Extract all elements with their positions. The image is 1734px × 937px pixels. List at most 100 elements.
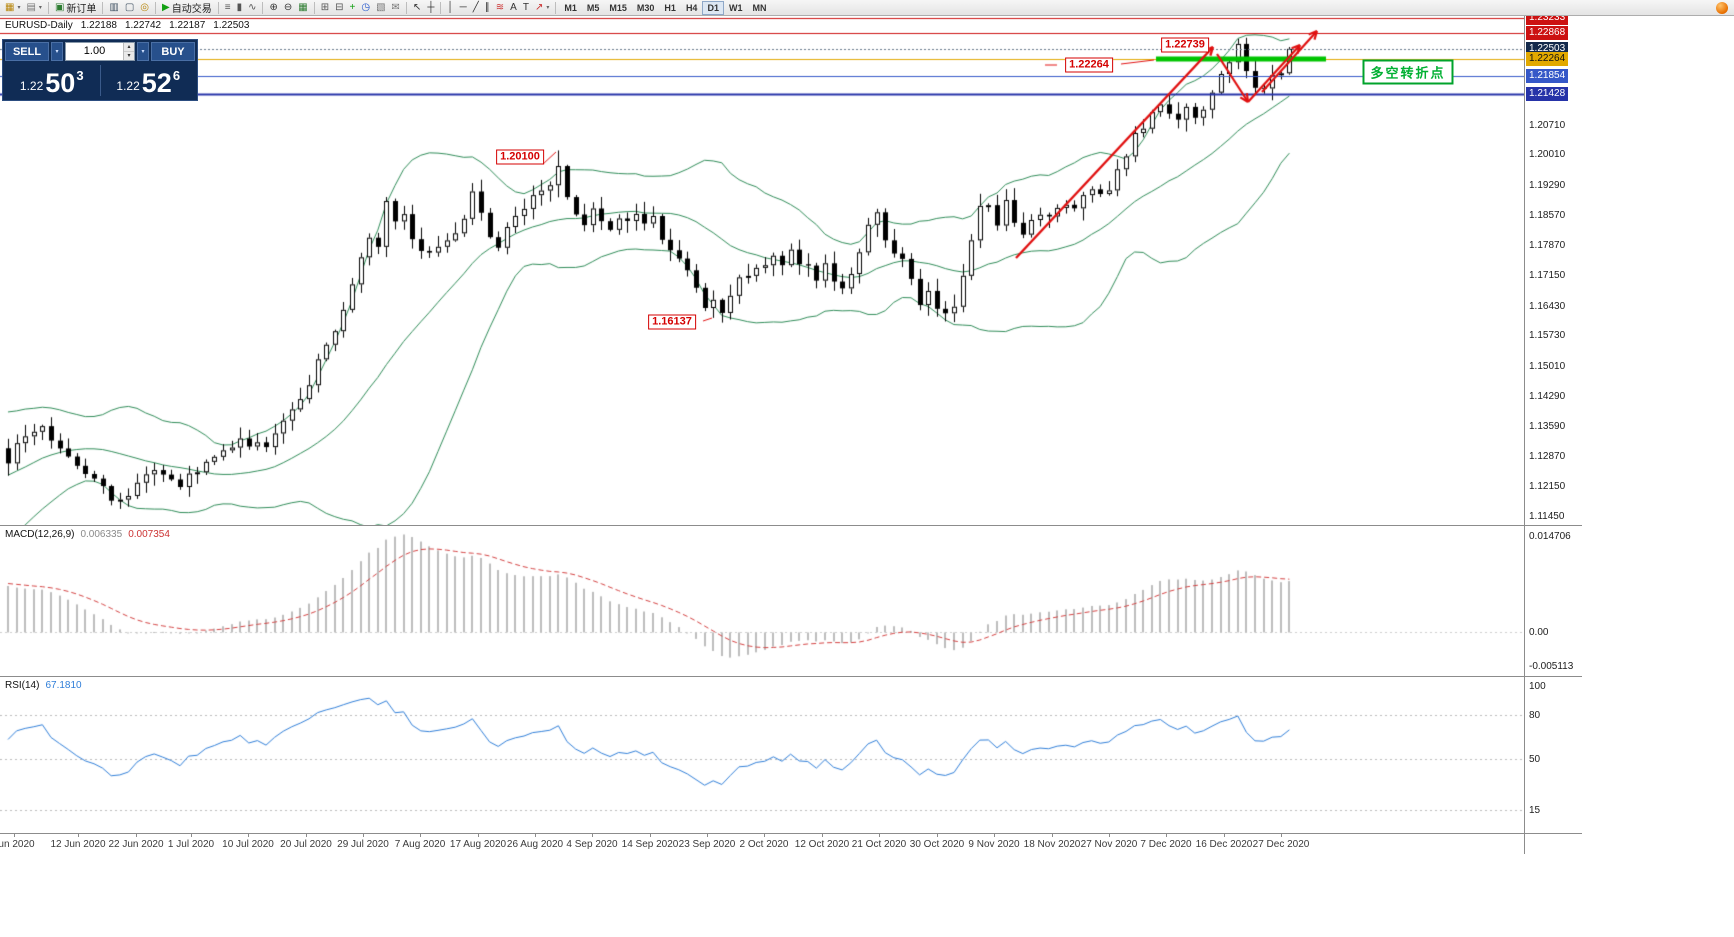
crosshair-button[interactable]: ┼ [424, 1, 437, 15]
timeframe-m15-button[interactable]: M15 [604, 1, 632, 15]
indicators-button[interactable]: + [347, 1, 359, 15]
text-icon: A [510, 1, 517, 13]
chevron-down-icon: ▾ [17, 5, 21, 11]
grid-button[interactable]: ▦ [295, 1, 310, 15]
one-click-trading-panel: SELL ▾ 1.00 ▴ ▾ ▾ BUY 1.22 50 3 1.22 52 [2, 39, 198, 101]
chevron-down-icon: ▾ [55, 49, 59, 55]
zoom-out-button[interactable]: ⊖ [281, 1, 295, 15]
new-order-button[interactable]: ▣ 新订单 [52, 1, 99, 16]
cascade-windows-button[interactable]: ⊟ [332, 1, 346, 15]
rsi-canvas[interactable] [0, 677, 1524, 833]
data-window-button[interactable]: ▢ [122, 1, 137, 15]
timeframe-w1-button[interactable]: W1 [724, 1, 748, 15]
zoom-in-button[interactable]: ⊕ [266, 1, 280, 15]
community-icon[interactable] [1716, 2, 1728, 14]
volume-input[interactable]: 1.00 ▴ ▾ [65, 42, 135, 61]
timeframe-mn-button[interactable]: MN [747, 1, 771, 15]
mailbox-button[interactable]: ✉ [389, 1, 403, 15]
profiles-button[interactable]: ▤ ▾ [23, 1, 44, 15]
time-axis-tick [1109, 834, 1110, 837]
volume-value: 1.00 [83, 45, 106, 57]
candlestick-mode-button[interactable]: ▮ [234, 1, 246, 15]
time-axis-tick [1224, 834, 1225, 837]
price-axis-label: 1.15010 [1529, 360, 1566, 372]
toolbar-separator [405, 1, 407, 14]
horizontal-line-button[interactable]: ─ [457, 1, 470, 15]
text-label-button[interactable]: T [520, 1, 532, 15]
macd-header: MACD(12,26,9) 0.006335 0.007354 [5, 529, 170, 540]
buy-options-dropdown[interactable]: ▾ [137, 42, 149, 61]
volume-down-icon[interactable]: ▾ [124, 52, 134, 60]
toolbar-separator [440, 1, 442, 14]
timeframe-d1-button[interactable]: D1 [702, 0, 724, 15]
buy-price-prefix: 1.22 [116, 79, 140, 93]
price-axis[interactable]: 1.20710 1.20010 1.19290 1.18570 1.17870 1.171… [1524, 11, 1582, 854]
bar-chart-mode-button[interactable]: ≡ [222, 1, 234, 15]
cursor-button[interactable]: ↖ [410, 1, 424, 15]
sell-button[interactable]: SELL [5, 42, 49, 61]
time-axis-label: 30 Oct 2020 [909, 839, 965, 850]
cursor-icon: ↖ [412, 1, 422, 13]
price-annotation[interactable]: 1.22264 [1065, 57, 1113, 73]
price-axis-label: 1.18570 [1529, 210, 1566, 222]
time-axis-tick [879, 834, 880, 837]
text-button[interactable]: A [507, 1, 520, 15]
history-center-button[interactable]: ◎ [137, 1, 152, 15]
profiles-icon: ▤ [26, 1, 36, 13]
time-axis-tick [478, 834, 479, 837]
equidistant-channel-button[interactable]: ∥ [482, 1, 493, 15]
zoom-in-icon: ⊕ [269, 1, 278, 13]
time-axis-tick [1281, 834, 1282, 837]
macd-canvas[interactable] [0, 526, 1524, 676]
time-axis-label: 16 Dec 2020 [1195, 839, 1253, 850]
time-axis-label: 21 Oct 2020 [851, 839, 907, 850]
line-chart-mode-button[interactable]: ∿ [245, 1, 259, 15]
time-axis-tick [592, 834, 593, 837]
buy-button[interactable]: BUY [151, 42, 195, 61]
timeframe-m5-button[interactable]: M5 [582, 1, 605, 15]
volume-stepper[interactable]: ▴ ▾ [123, 43, 134, 60]
time-axis-tick [136, 834, 137, 837]
buy-price[interactable]: 1.22 52 6 [102, 62, 196, 99]
sell-options-dropdown[interactable]: ▾ [51, 42, 63, 61]
price-axis-label: 1.13590 [1529, 420, 1566, 432]
vertical-line-icon: │ [447, 1, 454, 13]
timeframe-toolbar: M1 M5 M15 M30 H1 H4 D1 W1 MN [559, 0, 771, 15]
templates-button[interactable]: ▧ [373, 1, 388, 15]
periods-icon: ◷ [361, 1, 371, 13]
time-axis-tick [14, 834, 15, 837]
new-chart-icon: ▦ [5, 1, 15, 13]
time-axis-label: 12 Oct 2020 [794, 839, 850, 850]
timeframe-h1-button[interactable]: H1 [659, 1, 681, 15]
trendline-button[interactable]: ╱ [470, 1, 482, 15]
price-chart-canvas[interactable] [0, 16, 1524, 525]
auto-trading-button[interactable]: ▶ 自动交易 [159, 1, 215, 16]
market-watch-button[interactable]: ▥ [106, 1, 121, 15]
vertical-line-button[interactable]: │ [444, 1, 456, 15]
price-annotation[interactable]: 1.22739 [1161, 37, 1209, 53]
arrows-tool-button[interactable]: ↗ ▾ [532, 1, 552, 15]
periods-button[interactable]: ◷ [358, 1, 373, 15]
price-axis-label: 1.11450 [1529, 510, 1565, 522]
note-annotation[interactable]: 多空转折点 [1362, 59, 1454, 85]
rsi-indicator-panel: RSI(14) 67.1810 [0, 676, 1524, 833]
new-chart-button[interactable]: ▦ ▾ [2, 1, 23, 15]
fibonacci-button[interactable]: ≋ [493, 1, 507, 15]
buy-price-big: 52 [141, 68, 172, 98]
ohlc-low: 1.22187 [169, 20, 206, 31]
sell-price[interactable]: 1.22 50 3 [5, 62, 99, 99]
price-annotation[interactable]: 1.16137 [648, 314, 696, 330]
time-axis-tick [937, 834, 938, 837]
timeframe-h4-button[interactable]: H4 [681, 1, 703, 15]
price-annotation[interactable]: 1.20100 [496, 149, 544, 165]
tile-windows-button[interactable]: ⊞ [318, 1, 332, 15]
rsi-axis-label: 100 [1529, 681, 1546, 692]
timeframe-m30-button[interactable]: M30 [632, 1, 660, 15]
price-chart-panel: EURUSD-Daily 1.22188 1.22742 1.22187 1.2… [0, 16, 1524, 525]
time-axis-label: 18 Nov 2020 [1023, 839, 1081, 850]
horizontal-line-icon: ─ [459, 1, 467, 13]
timeframe-m1-button[interactable]: M1 [559, 1, 582, 15]
volume-up-icon[interactable]: ▴ [124, 43, 134, 52]
price-axis-label: 1.17870 [1529, 239, 1566, 251]
